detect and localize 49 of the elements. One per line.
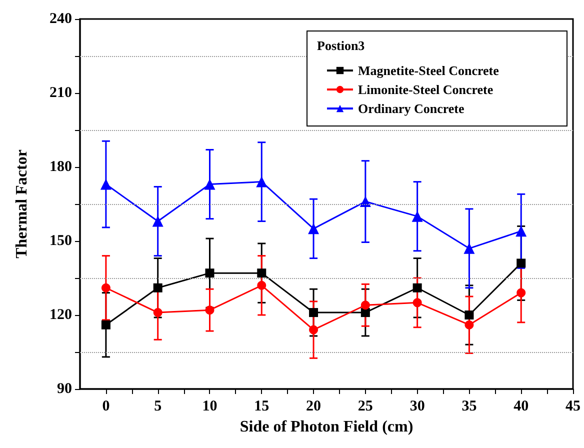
legend-title: Postion3 xyxy=(317,38,366,53)
point xyxy=(101,283,110,292)
point xyxy=(412,210,423,222)
y-axis-title: Thermal Factor xyxy=(14,150,30,258)
x-tick-label: 45 xyxy=(566,398,580,414)
point xyxy=(516,258,526,268)
x-tick-label: 10 xyxy=(202,398,218,414)
point xyxy=(412,283,422,292)
point xyxy=(257,280,266,290)
legend-label: Magnetite-Steel Concrete xyxy=(358,63,500,78)
x-tick-label: 30 xyxy=(410,398,425,414)
x-tick-label: 0 xyxy=(102,398,110,414)
point xyxy=(101,320,110,330)
x-axis-title: Side of Photon Field (cm) xyxy=(240,418,414,436)
x-tick-label: 20 xyxy=(306,398,322,414)
point xyxy=(309,308,318,318)
point xyxy=(257,268,266,278)
point xyxy=(412,298,422,308)
x-tick-label: 40 xyxy=(514,398,529,414)
point xyxy=(309,325,318,334)
point xyxy=(360,300,370,310)
y-tick-label: 210 xyxy=(50,85,72,101)
legend-label: Ordinary Concrete xyxy=(358,101,464,116)
point xyxy=(100,178,112,190)
point xyxy=(308,223,320,234)
point xyxy=(204,178,216,190)
point xyxy=(516,288,526,298)
point xyxy=(205,306,214,315)
point xyxy=(153,308,162,318)
y-tick-label: 120 xyxy=(50,307,72,323)
legend-label: Limonite-Steel Concrete xyxy=(358,82,494,97)
point xyxy=(360,308,370,318)
point xyxy=(153,283,162,292)
x-tick-label: 15 xyxy=(254,398,270,414)
point xyxy=(464,320,474,330)
point xyxy=(360,196,371,208)
point xyxy=(516,226,527,237)
y-tick-label: 180 xyxy=(50,159,72,175)
point xyxy=(464,310,474,320)
x-tick-label: 35 xyxy=(462,398,477,414)
x-tick-label: 5 xyxy=(154,398,162,414)
y-tick-label: 240 xyxy=(50,11,72,27)
point xyxy=(152,216,164,227)
point xyxy=(205,268,214,278)
x-tick-label: 25 xyxy=(358,398,373,414)
y-tick-label: 90 xyxy=(57,381,72,397)
point xyxy=(464,242,475,254)
y-tick-label: 150 xyxy=(50,233,72,249)
point xyxy=(256,176,268,188)
